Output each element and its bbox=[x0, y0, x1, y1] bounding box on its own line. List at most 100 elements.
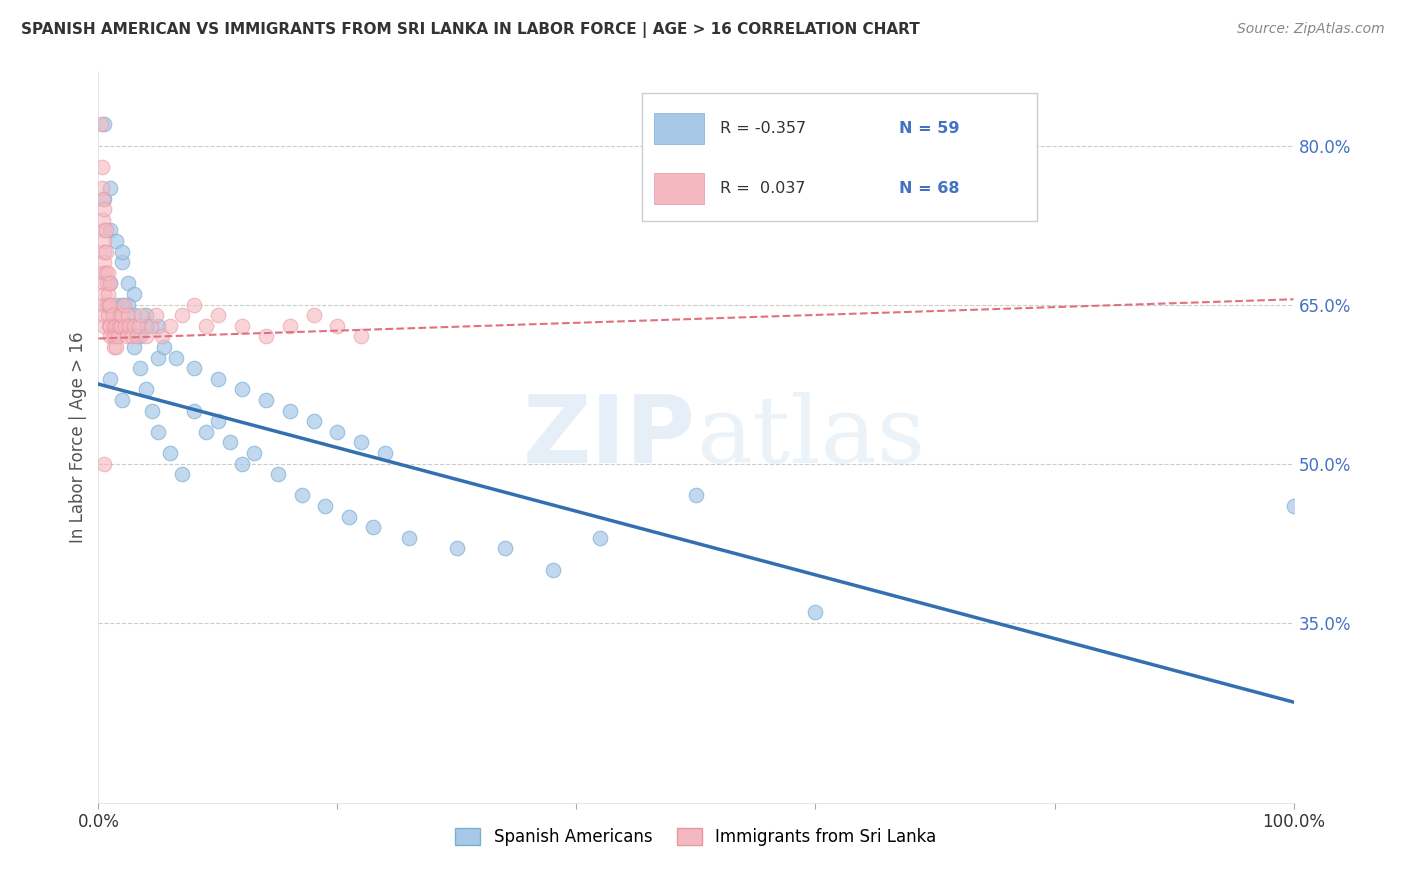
Point bbox=[124, 287, 146, 301]
Point bbox=[98, 372, 122, 386]
Point bbox=[93, 255, 115, 269]
Point bbox=[117, 297, 139, 311]
Point bbox=[91, 212, 114, 227]
Point bbox=[97, 266, 120, 280]
Point bbox=[291, 488, 314, 502]
Point bbox=[93, 234, 115, 248]
Point bbox=[124, 308, 146, 322]
Point bbox=[103, 340, 125, 354]
Point bbox=[111, 308, 134, 322]
Point bbox=[117, 277, 139, 291]
Point bbox=[135, 329, 157, 343]
Point bbox=[93, 192, 115, 206]
Point bbox=[112, 297, 135, 311]
Point bbox=[231, 383, 253, 397]
Point bbox=[172, 308, 194, 322]
Point bbox=[207, 414, 229, 428]
Point bbox=[108, 308, 131, 322]
Point bbox=[150, 329, 173, 343]
Point bbox=[105, 297, 128, 311]
Point bbox=[93, 277, 115, 291]
Point bbox=[97, 287, 120, 301]
Text: N = 59: N = 59 bbox=[900, 121, 960, 136]
Text: R = -0.357: R = -0.357 bbox=[720, 121, 806, 136]
Point bbox=[254, 392, 277, 407]
Point bbox=[195, 318, 218, 333]
Point bbox=[243, 446, 266, 460]
Point bbox=[105, 234, 128, 248]
Point bbox=[93, 457, 115, 471]
Text: Source: ZipAtlas.com: Source: ZipAtlas.com bbox=[1237, 22, 1385, 37]
Point bbox=[93, 266, 115, 280]
Point bbox=[219, 435, 242, 450]
Point bbox=[111, 392, 134, 407]
Point bbox=[135, 308, 157, 322]
Point bbox=[207, 372, 229, 386]
FancyBboxPatch shape bbox=[654, 113, 704, 144]
Point bbox=[165, 351, 187, 365]
Point bbox=[96, 277, 118, 291]
Point bbox=[111, 297, 134, 311]
Point bbox=[172, 467, 194, 482]
Point bbox=[94, 223, 117, 237]
Point bbox=[118, 318, 141, 333]
Point bbox=[117, 308, 139, 322]
Point bbox=[98, 223, 122, 237]
Point bbox=[278, 318, 301, 333]
Point bbox=[446, 541, 468, 556]
Point bbox=[159, 446, 181, 460]
Point bbox=[231, 457, 253, 471]
Point bbox=[350, 435, 373, 450]
Text: atlas: atlas bbox=[696, 392, 925, 482]
Point bbox=[93, 117, 115, 131]
Point bbox=[129, 329, 152, 343]
Point bbox=[1282, 499, 1305, 513]
Point bbox=[97, 308, 120, 322]
Point bbox=[124, 340, 146, 354]
Point bbox=[278, 403, 301, 417]
Point bbox=[104, 329, 127, 343]
Point bbox=[101, 329, 124, 343]
Point bbox=[107, 329, 129, 343]
Point bbox=[103, 318, 125, 333]
Point bbox=[339, 509, 361, 524]
Point bbox=[183, 361, 205, 376]
Point bbox=[129, 361, 152, 376]
Point bbox=[114, 318, 136, 333]
Text: SPANISH AMERICAN VS IMMIGRANTS FROM SRI LANKA IN LABOR FORCE | AGE > 16 CORRELAT: SPANISH AMERICAN VS IMMIGRANTS FROM SRI … bbox=[21, 22, 920, 38]
Point bbox=[91, 160, 114, 174]
Point bbox=[326, 318, 349, 333]
FancyBboxPatch shape bbox=[654, 173, 704, 203]
Point bbox=[93, 297, 115, 311]
Point bbox=[101, 308, 124, 322]
Point bbox=[98, 318, 121, 333]
Point bbox=[145, 308, 167, 322]
Point bbox=[98, 297, 121, 311]
Point bbox=[115, 329, 138, 343]
Point bbox=[302, 414, 325, 428]
Point bbox=[148, 351, 170, 365]
Point bbox=[541, 563, 564, 577]
Point bbox=[141, 403, 163, 417]
Point bbox=[804, 605, 827, 619]
Text: N = 68: N = 68 bbox=[900, 181, 960, 196]
Point bbox=[183, 297, 205, 311]
Point bbox=[111, 244, 134, 259]
Point bbox=[254, 329, 277, 343]
Point bbox=[125, 329, 148, 343]
Point bbox=[148, 425, 170, 439]
Point bbox=[105, 318, 128, 333]
Point bbox=[589, 531, 612, 545]
Point bbox=[131, 308, 153, 322]
Point bbox=[98, 329, 122, 343]
Point bbox=[91, 181, 114, 195]
Point bbox=[111, 255, 134, 269]
Point bbox=[124, 318, 146, 333]
Point bbox=[363, 520, 385, 534]
Point bbox=[98, 297, 122, 311]
Point bbox=[121, 329, 143, 343]
Point bbox=[94, 266, 117, 280]
Point bbox=[139, 318, 162, 333]
Point bbox=[98, 181, 122, 195]
Point bbox=[107, 318, 129, 333]
